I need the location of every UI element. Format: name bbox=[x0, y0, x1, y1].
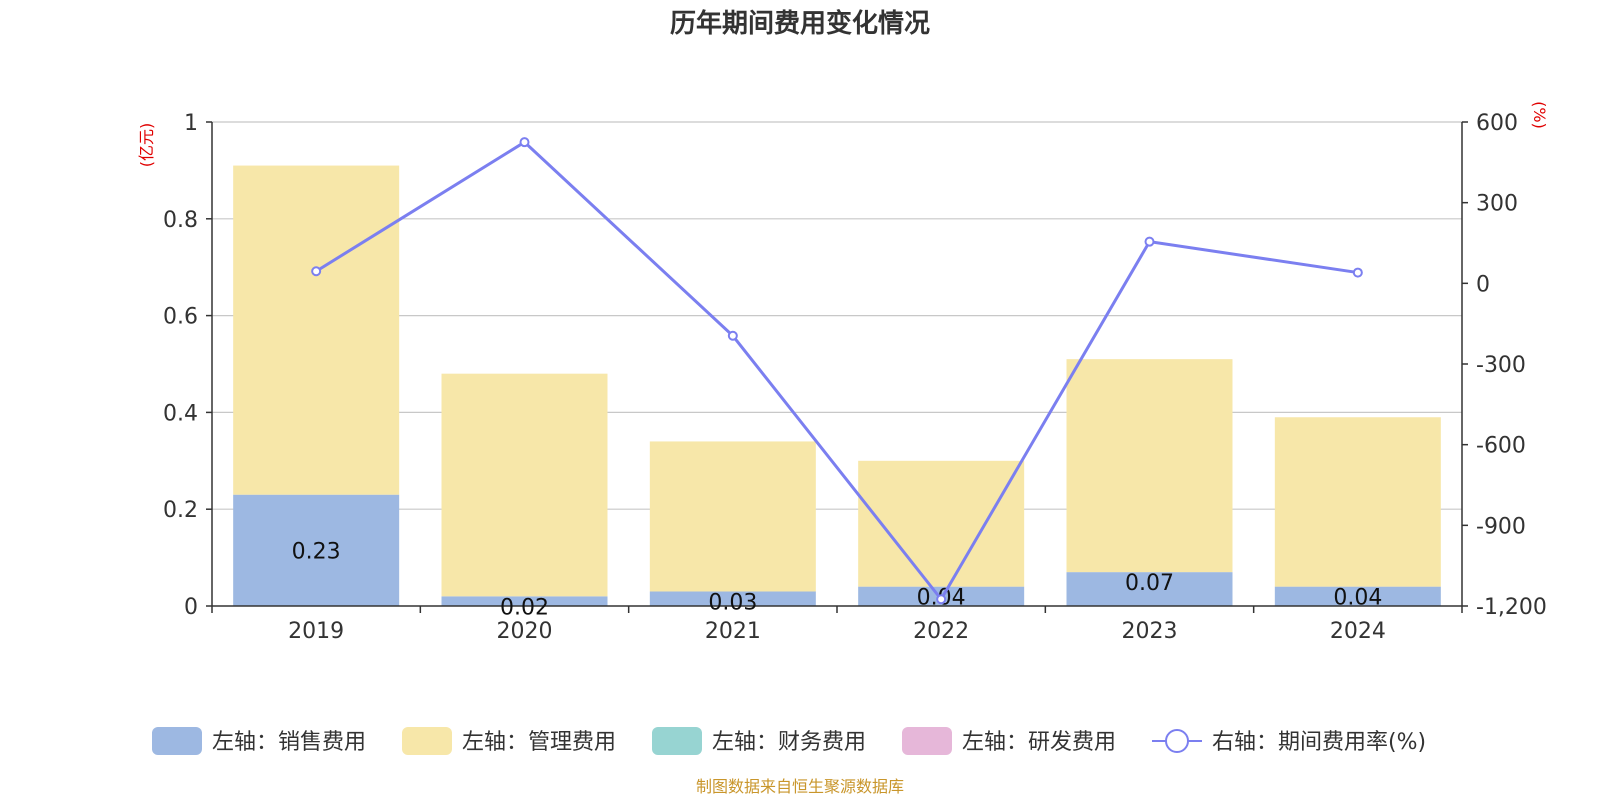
legend-label: 左轴：销售费用 bbox=[212, 730, 366, 755]
gridlines bbox=[212, 121, 1462, 510]
x-axis-tick-label: 2022 bbox=[913, 619, 969, 644]
rate-point bbox=[1352, 267, 1363, 278]
rate-point bbox=[519, 137, 530, 148]
left-axis-tick-label: 0.6 bbox=[163, 305, 198, 330]
rate-point bbox=[936, 594, 947, 605]
legend-swatch bbox=[402, 727, 452, 755]
right-axis-tick-label: 0 bbox=[1476, 272, 1490, 297]
left-axis-tick-label: 0 bbox=[184, 595, 198, 620]
bar-data-label: 0.07 bbox=[1125, 571, 1174, 596]
legend-label: 左轴：研发费用 bbox=[962, 730, 1116, 755]
bar-segment bbox=[858, 460, 1025, 587]
bar-segment bbox=[233, 165, 400, 495]
bar-segment bbox=[1274, 586, 1441, 606]
bar-segment bbox=[649, 591, 816, 606]
bar-segment bbox=[1274, 417, 1441, 587]
left-axis-tick-label: 0.2 bbox=[163, 498, 198, 523]
right-axis-tick-label: 300 bbox=[1476, 192, 1518, 217]
legend: 左轴：销售费用 左轴：管理费用 左轴：财务费用 左轴：研发费用 右轴：期间费用率(%) bbox=[152, 727, 1426, 755]
right-axis-tick-label: -600 bbox=[1476, 434, 1526, 459]
rate-point bbox=[311, 266, 322, 277]
left-axis-tick-label: 0.8 bbox=[163, 208, 198, 233]
bar-labels-group: 0.230.020.030.040.070.04 bbox=[292, 539, 1383, 620]
bar-data-label: 0.04 bbox=[1333, 586, 1382, 611]
x-axis-tick-label: 2023 bbox=[1122, 619, 1178, 644]
right-axis-tick-label: 600 bbox=[1476, 111, 1518, 136]
x-axis-tick-label: 2021 bbox=[705, 619, 761, 644]
bars-group bbox=[233, 165, 1441, 606]
left-axis-tick-label: 0.4 bbox=[163, 401, 198, 426]
rate-line bbox=[315, 140, 1359, 602]
x-axis-tick-label: 2019 bbox=[288, 619, 344, 644]
data-source-note: 制图数据来自恒生聚源数据库 bbox=[696, 777, 904, 796]
right-axis-tick-label: -900 bbox=[1476, 514, 1526, 539]
chart-title: 历年期间费用变化情况 bbox=[670, 8, 930, 39]
bar-segment bbox=[233, 494, 400, 606]
right-axis-tick-label: -300 bbox=[1476, 353, 1526, 378]
rate-line-group bbox=[311, 137, 1363, 605]
bar-data-label: 0.23 bbox=[292, 539, 341, 564]
bar-segment bbox=[441, 596, 608, 606]
legend-label: 左轴：财务费用 bbox=[712, 730, 866, 755]
legend-swatch bbox=[152, 727, 202, 755]
legend-label: 右轴：期间费用率(%) bbox=[1212, 730, 1426, 755]
right-axis-tick-label: -1,200 bbox=[1476, 595, 1547, 620]
bar-segment bbox=[1066, 572, 1233, 606]
bar-data-label: 0.02 bbox=[500, 595, 549, 620]
bar-segment bbox=[1066, 359, 1233, 573]
legend-swatch bbox=[652, 727, 702, 755]
legend-marker bbox=[1165, 729, 1189, 753]
rate-point bbox=[727, 330, 738, 341]
axes-group: 0 0.2 0.4 0.6 0.8 1 -1,200 -900 -600 -300 0 300 600 2… bbox=[163, 111, 1547, 644]
left-axis-tick-label: 1 bbox=[184, 111, 198, 136]
right-axis-unit: (%) bbox=[1530, 101, 1549, 129]
legend-label: 左轴：管理费用 bbox=[462, 730, 616, 755]
legend-swatch bbox=[902, 727, 952, 755]
left-axis-unit: (亿元) bbox=[137, 123, 156, 168]
bar-data-label: 0.03 bbox=[708, 590, 757, 615]
bar-segment bbox=[441, 373, 608, 597]
bar-segment bbox=[649, 441, 816, 592]
x-axis-tick-label: 2024 bbox=[1330, 619, 1386, 644]
x-axis-tick-label: 2020 bbox=[497, 619, 553, 644]
rate-point bbox=[1144, 236, 1155, 247]
